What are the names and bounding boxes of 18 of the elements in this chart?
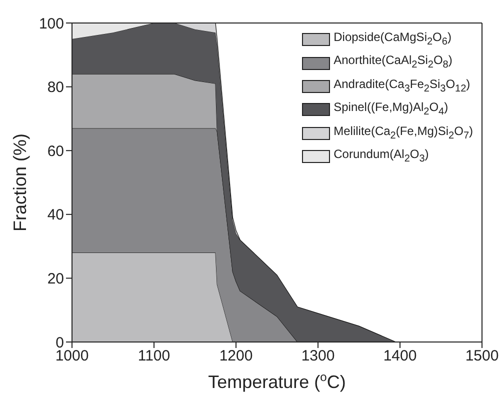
x-tick-label: 1200	[219, 348, 253, 365]
x-tick-label: 1300	[301, 348, 335, 365]
x-tick-label: 1100	[138, 348, 170, 365]
x-axis-title: Temperature ($^{o}$C)	[208, 370, 346, 392]
x-tick-label: 1500	[465, 348, 499, 365]
text: Andradite(Ca$_{3}$Fe$_{2}$Si$_{3}$O$_{12}$)	[334, 76, 470, 94]
legend-label: Diopside(CaMgSi$_{2}$O$_{6}$)	[334, 29, 452, 50]
y-tick-label: 60	[47, 142, 64, 160]
y-tick-label: 100	[38, 15, 64, 32]
y-tick-label: 40	[47, 206, 64, 224]
y-axis-title: Fraction (%)	[10, 133, 30, 232]
y-tick-label: 80	[47, 79, 64, 96]
y-tick-label: 20	[47, 270, 64, 288]
legend-label: Corundum(Al$_{2}$O$_{3}$)	[334, 146, 429, 166]
legend-label: Spinel((Fe,Mg)Al$_{2}$O$_{4}$)	[334, 99, 448, 120]
legend-label: Melilite(Ca$_{2}$(Fe,Mg)Si$_{2}$O$_{7}$)	[334, 122, 473, 143]
legend-label: Anorthite(CaAl$_{2}$Si$_{2}$O$_{8}$)	[334, 52, 452, 73]
x-tick-label: 1400	[383, 348, 417, 365]
